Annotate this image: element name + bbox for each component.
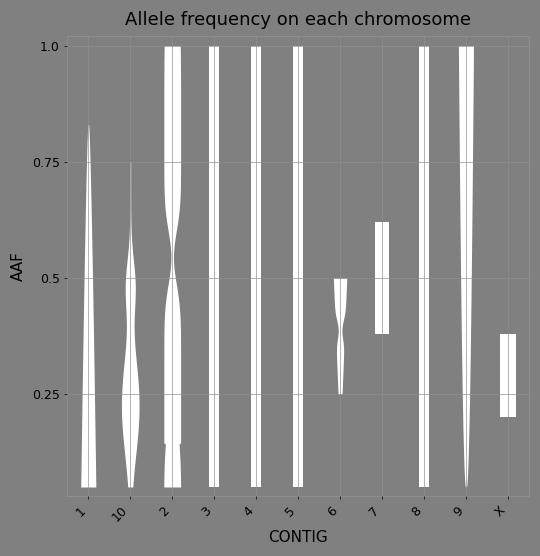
Title: Allele frequency on each chromosome: Allele frequency on each chromosome [125,11,471,29]
X-axis label: CONTIG: CONTIG [268,530,328,545]
Y-axis label: AAF: AAF [11,251,26,281]
